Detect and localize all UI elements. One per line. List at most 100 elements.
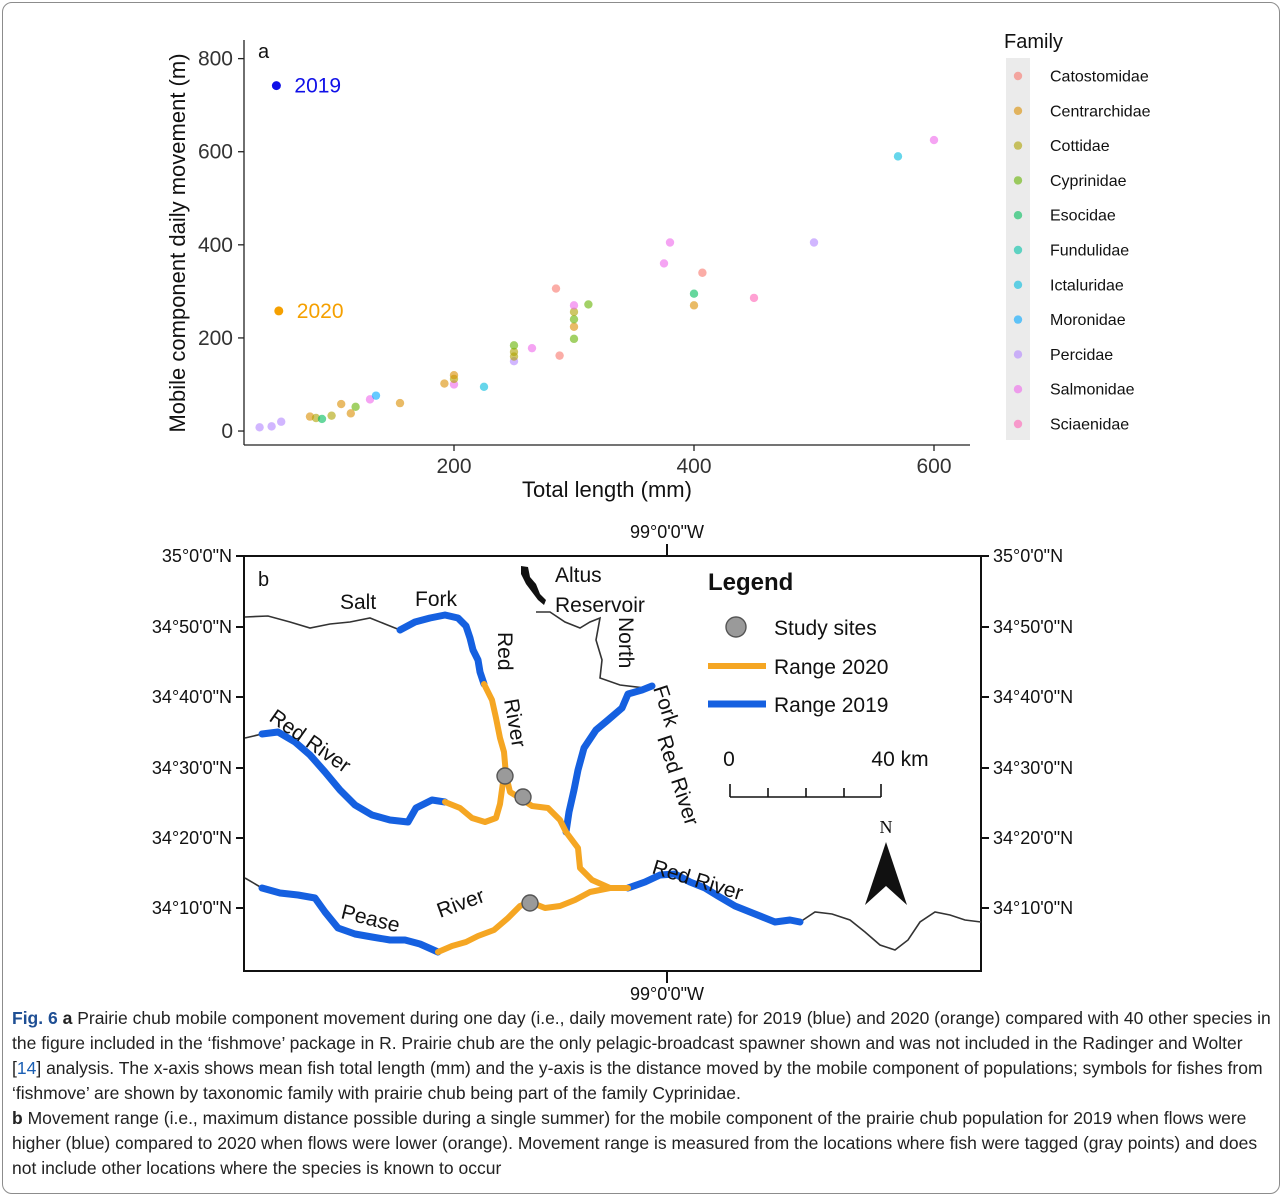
lat-label-right-2: 34°40'0"N <box>993 687 1073 707</box>
label-fork: Fork <box>415 588 458 611</box>
lat-label-left-1: 34°50'0"N <box>152 617 232 637</box>
data-point-27 <box>569 315 579 324</box>
panel-label-a: a <box>258 41 270 63</box>
legend-key-2 <box>1013 141 1023 150</box>
x-tick-label-0: 200 <box>436 455 471 478</box>
legend-key-0 <box>1013 71 1023 81</box>
lat-label-right-4: 34°20'0"N <box>993 828 1073 848</box>
north-fork-base <box>536 611 646 689</box>
caption-reference-link[interactable]: 14 <box>16 1058 37 1078</box>
data-point-16 <box>449 370 459 380</box>
y-tick-label-1: 200 <box>198 327 233 350</box>
lat-label-right-0: 35°0'0"N <box>993 546 1063 566</box>
label-reservoir: Reservoir <box>555 594 645 617</box>
study-site-3 <box>521 894 539 912</box>
data-point-6 <box>327 411 336 420</box>
scatter-plot-a: 200 400 600 0 200 400 600 800 2019 2020 a Total … <box>165 31 1151 502</box>
legend-label-5: Fundulidae <box>1050 243 1129 260</box>
data-point-11 <box>371 391 381 400</box>
salt-fork-base <box>244 615 401 631</box>
caption-part-a-1: Prairie chub mobile component movement d… <box>12 1008 1271 1078</box>
legend-label-8: Percidae <box>1050 347 1113 364</box>
caption-part-b: Movement range (i.e., maximum distance p… <box>12 1108 1258 1178</box>
lat-label-right-1: 34°50'0"N <box>993 617 1073 637</box>
data-point-2 <box>277 417 286 426</box>
range-2020 <box>435 681 631 955</box>
data-point-7 <box>337 399 346 409</box>
lat-label-left-2: 34°40'0"N <box>152 687 232 707</box>
x-tick-label-1: 400 <box>676 455 711 478</box>
legend-key-6 <box>1013 280 1023 289</box>
data-point-39 <box>929 135 939 145</box>
label-pease-river: River <box>434 884 488 922</box>
legend-title: Family <box>1004 31 1063 53</box>
legend-label-3: Cyprinidae <box>1050 173 1127 190</box>
data-point-37 <box>809 238 819 247</box>
data-point-23 <box>551 284 561 293</box>
label-altus: Altus <box>555 564 602 587</box>
caption-b-label: b <box>12 1108 23 1128</box>
y-axis-title: Mobile component daily movement (m) <box>165 53 190 432</box>
north-arrow-icon <box>865 842 907 905</box>
legend-key-8 <box>1013 350 1023 359</box>
legend-study-sites-symbol <box>725 616 747 638</box>
data-point-36 <box>749 293 759 303</box>
legend-key-9 <box>1013 385 1023 394</box>
data-point-9 <box>351 402 360 412</box>
legend-key-7 <box>1013 315 1023 324</box>
caption-fig-label: Fig. 6 <box>12 1008 58 1028</box>
y-tick-label-2: 400 <box>198 234 233 257</box>
legend-key-5 <box>1013 245 1023 255</box>
range-2020-west <box>442 772 507 825</box>
label-north: North <box>614 617 637 668</box>
lat-label-left-0: 35°0'0"N <box>162 546 232 566</box>
legend-label-7: Moronidae <box>1050 312 1126 329</box>
lat-label-left-4: 34°20'0"N <box>152 828 232 848</box>
data-point-5 <box>317 414 327 424</box>
x-axis-title: Total length (mm) <box>522 477 692 502</box>
legend-range-2020-label: Range 2020 <box>774 656 888 679</box>
data-point-22 <box>527 343 537 353</box>
range-2019-north-fork <box>562 682 656 836</box>
data-point-34 <box>689 289 699 298</box>
scale-bar-end: 40 km <box>871 748 928 771</box>
range-map-b: 99°0'0"W 99°0'0"W 35°0'0"N 34°50'0"N 34°… <box>152 522 1073 1000</box>
legend-label-10: Sciaenidae <box>1050 417 1129 434</box>
range-2020-red-river <box>481 681 631 891</box>
data-point-24 <box>555 351 564 360</box>
prairie-chub-point-2019 <box>271 81 281 91</box>
x-tick-label-2: 600 <box>916 455 951 478</box>
legend-label-6: Ictaluridae <box>1050 277 1124 294</box>
scale-bar <box>729 784 882 798</box>
data-point-25 <box>569 334 579 344</box>
data-point-29 <box>569 301 579 310</box>
study-site-2 <box>514 788 532 806</box>
legend-key-3 <box>1013 176 1023 185</box>
longitude-label-top: 99°0'0"W <box>630 522 704 542</box>
legend-key-10 <box>1013 419 1023 429</box>
label-salt: Salt <box>340 591 376 614</box>
data-point-35 <box>698 268 707 277</box>
legend-key-1 <box>1013 106 1023 116</box>
plot-axes <box>243 40 970 446</box>
base-rivers <box>244 611 982 951</box>
label-red-river-east: Red River <box>650 856 746 905</box>
range-2019-salt-red <box>396 611 488 688</box>
panel-label-b: b <box>258 569 269 591</box>
label-fork-2: Fork <box>648 682 683 730</box>
plot-highlights: 2019 2020 <box>271 75 344 323</box>
prairie-chub-label-2020: 2020 <box>297 300 344 323</box>
range-2019-pease <box>258 884 442 956</box>
data-point-1 <box>267 422 276 431</box>
data-point-32 <box>665 238 675 247</box>
label-red-river-west: Red River <box>265 705 355 777</box>
legend-range-2019-label: Range 2019 <box>774 694 888 717</box>
label-red-vertical: Red <box>493 632 516 671</box>
data-point-13 <box>440 379 449 388</box>
data-point-12 <box>395 398 405 408</box>
data-point-28 <box>569 307 579 317</box>
y-tick-label-4: 800 <box>198 48 233 71</box>
legend-label-9: Salmonidae <box>1050 382 1135 399</box>
range-2019 <box>258 611 804 956</box>
